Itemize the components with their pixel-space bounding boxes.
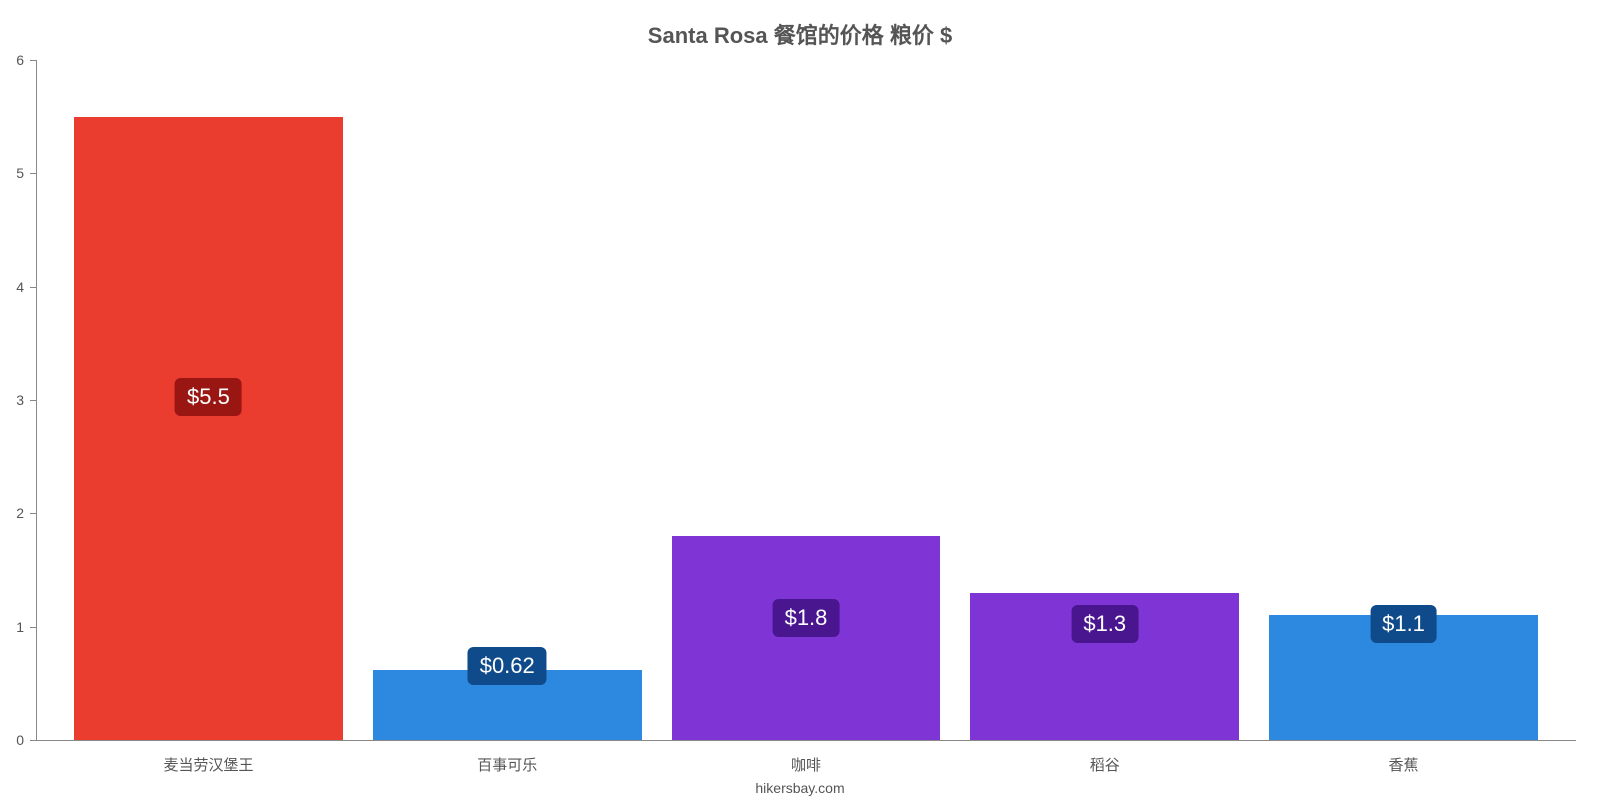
chart-title: Santa Rosa 餐馆的价格 粮价 $ bbox=[0, 18, 1600, 50]
bar-value-badge: $1.8 bbox=[773, 599, 840, 637]
y-tick-label: 0 bbox=[0, 732, 24, 748]
bar bbox=[74, 117, 343, 740]
y-tick-label: 3 bbox=[0, 392, 24, 408]
y-tick-label: 6 bbox=[0, 52, 24, 68]
category-label: 百事可乐 bbox=[477, 754, 537, 775]
bar-value-badge: $0.62 bbox=[468, 647, 547, 685]
category-label: 咖啡 bbox=[791, 754, 821, 775]
y-tick bbox=[30, 400, 36, 401]
y-tick bbox=[30, 627, 36, 628]
y-tick-label: 5 bbox=[0, 165, 24, 181]
chart-caption: hikersbay.com bbox=[0, 780, 1600, 796]
x-axis bbox=[36, 740, 1576, 741]
price-bar-chart: Santa Rosa 餐馆的价格 粮价 $ 0123456$5.5麦当劳汉堡王$… bbox=[0, 0, 1600, 800]
y-tick bbox=[30, 513, 36, 514]
y-tick bbox=[30, 287, 36, 288]
y-axis bbox=[36, 60, 37, 740]
y-tick bbox=[30, 60, 36, 61]
plot-area: 0123456$5.5麦当劳汉堡王$0.62百事可乐$1.8咖啡$1.3稻谷$1… bbox=[36, 60, 1576, 740]
y-tick bbox=[30, 740, 36, 741]
y-tick-label: 4 bbox=[0, 279, 24, 295]
y-tick bbox=[30, 173, 36, 174]
y-tick-label: 2 bbox=[0, 505, 24, 521]
bar bbox=[672, 536, 941, 740]
category-label: 香蕉 bbox=[1389, 754, 1419, 775]
category-label: 稻谷 bbox=[1090, 754, 1120, 775]
bar-value-badge: $5.5 bbox=[175, 378, 242, 416]
category-label: 麦当劳汉堡王 bbox=[163, 754, 253, 775]
bar-value-badge: $1.3 bbox=[1071, 605, 1138, 643]
bar-value-badge: $1.1 bbox=[1370, 605, 1437, 643]
y-tick-label: 1 bbox=[0, 619, 24, 635]
